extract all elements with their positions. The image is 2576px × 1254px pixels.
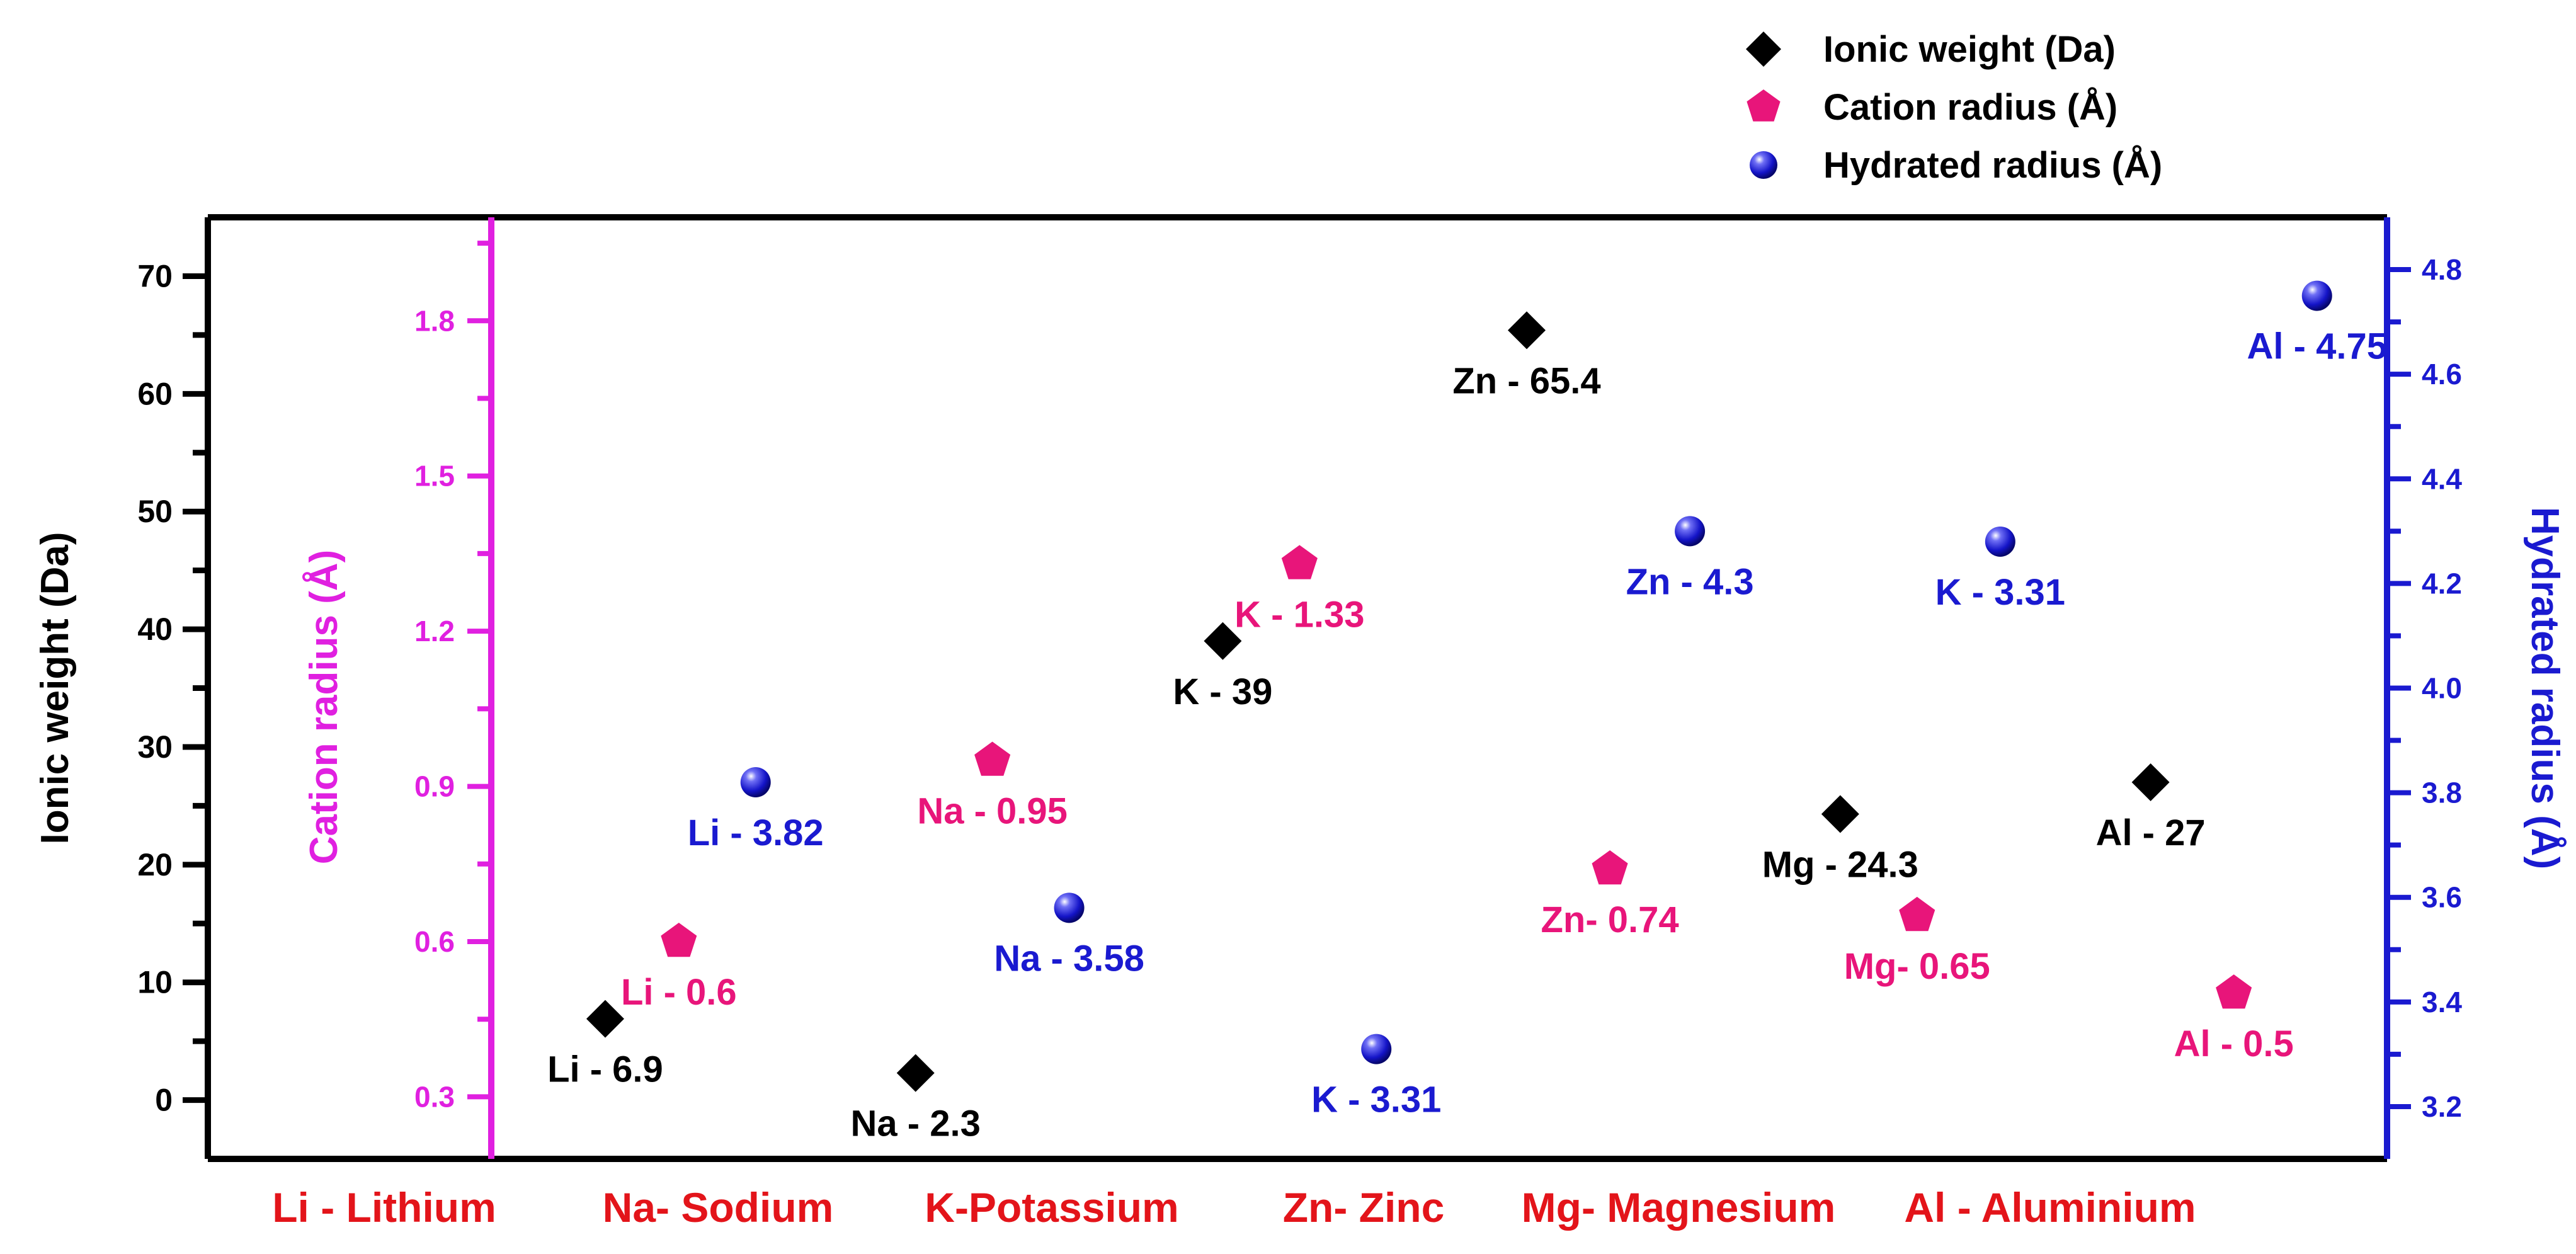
data-label: Zn - 65.4 [1452, 360, 1600, 401]
weight-point [586, 1000, 624, 1038]
series-cation: Li - 0.6 Na - 0.95 K - 1.33 Zn- 0.74 Mg- 0.6… [621, 545, 2294, 1064]
data-label: Al - 0.5 [2174, 1023, 2294, 1064]
cation-point [1899, 896, 1935, 932]
category-label: Mg- Magnesium [1522, 1184, 1836, 1231]
plot-frame [208, 214, 2387, 1162]
data-label: Zn- 0.74 [1541, 899, 1678, 940]
data-label: Al - 27 [2096, 812, 2206, 853]
data-label: K - 3.31 [1935, 572, 2065, 613]
weight-point [896, 1054, 935, 1092]
legend-pentagon-marker [1747, 89, 1781, 122]
right-tick-label: 4.6 [2422, 358, 2462, 390]
inner-tick-label: 1.2 [414, 615, 455, 647]
left-tick-label: 30 [137, 729, 173, 765]
inner-tick-label: 1.5 [414, 460, 455, 493]
inner-tick-label: 1.8 [414, 304, 455, 337]
weight-point [1821, 795, 1859, 833]
cation-point [974, 741, 1011, 776]
inner-tick-label: 0.3 [414, 1080, 455, 1113]
right-tick-label: 3.4 [2422, 986, 2462, 1018]
data-label: K - 3.31 [1311, 1080, 1441, 1120]
hydrated-point [1361, 1034, 1392, 1064]
right-axis-title: Hydrated radius (Å) [2523, 507, 2567, 869]
hydrated-point [2301, 280, 2332, 311]
axis-inner: 0.3 0.6 0.9 1.2 1.5 1.8 Cation radius (Å) [302, 217, 494, 1159]
category-label: Zn- Zinc [1283, 1184, 1445, 1231]
data-label: Li - 0.6 [621, 972, 737, 1013]
axis-left: 0 10 20 30 40 50 60 70 Ionic weight (Da) [33, 217, 211, 1159]
series-hydrated: Li - 3.82 Na - 3.58 K - 3.31 Zn - 4.3 K - 3.… [688, 280, 2387, 1120]
hydrated-point [1675, 516, 1706, 547]
axis-right: 3.2 3.4 3.6 3.8 4.0 4.2 4.4 4.6 4.8 Hydrated radi… [2384, 217, 2567, 1159]
hydrated-point [1054, 892, 1085, 923]
inner-tick-label: 0.9 [414, 770, 455, 803]
data-label: Na - 0.95 [917, 791, 1068, 832]
right-tick-label: 3.8 [2422, 777, 2462, 809]
left-tick-label: 60 [137, 376, 173, 411]
inner-tick-label: 0.6 [414, 925, 455, 958]
hydrated-point [740, 767, 771, 797]
right-tick-label: 3.2 [2422, 1090, 2462, 1123]
weight-point [1204, 622, 1242, 660]
category-label: K-Potassium [925, 1184, 1178, 1231]
right-tick-label: 4.8 [2422, 253, 2462, 286]
hydrated-point [1985, 526, 2015, 557]
left-tick-label: 50 [137, 494, 173, 529]
legend-label: Ionic weight (Da) [1823, 29, 2116, 70]
category-labels: Li - Lithium Na- Sodium K-Potassium Zn- Zin… [272, 1184, 2196, 1231]
series-layer: Li - 6.9 Na - 2.3 K - 39 Zn - 65.4 Mg - 24.3… [547, 280, 2387, 1144]
left-tick-label: 40 [137, 612, 173, 647]
category-label: Na- Sodium [603, 1184, 834, 1231]
right-tick-label: 4.0 [2422, 672, 2462, 705]
legend: Ionic weight (Da) Cation radius (Å) Hydrat… [1746, 29, 2162, 186]
data-label: Zn - 4.3 [1626, 561, 1754, 602]
data-label: K - 1.33 [1234, 594, 1364, 635]
legend-label: Hydrated radius (Å) [1823, 145, 2162, 186]
legend-diamond-marker [1746, 31, 1781, 67]
cation-point [1281, 545, 1318, 579]
data-label: Li - 3.82 [688, 812, 824, 853]
data-label: Na - 2.3 [851, 1103, 981, 1144]
data-label: K - 39 [1173, 671, 1272, 712]
data-label: Al - 4.75 [2247, 326, 2387, 367]
weight-point [1508, 311, 1546, 350]
category-label: Al - Aluminium [1904, 1184, 2196, 1231]
legend-sphere-marker [1750, 151, 1777, 179]
left-tick-label: 20 [137, 847, 173, 882]
right-tick-label: 4.2 [2422, 567, 2462, 600]
left-tick-label: 70 [137, 258, 173, 294]
legend-label: Cation radius (Å) [1823, 87, 2117, 128]
right-tick-label: 4.4 [2422, 462, 2462, 495]
data-label: Li - 6.9 [547, 1049, 663, 1090]
cation-point [661, 923, 697, 957]
right-tick-label: 3.6 [2422, 881, 2462, 914]
inner-axis-title: Cation radius (Å) [302, 550, 346, 864]
data-label: Mg- 0.65 [1844, 946, 1990, 987]
category-label: Li - Lithium [272, 1184, 496, 1231]
weight-point [2131, 763, 2170, 801]
cation-point [1592, 850, 1628, 885]
series-weight: Li - 6.9 Na - 2.3 K - 39 Zn - 65.4 Mg - 24.3… [547, 311, 2206, 1144]
left-axis-title: Ionic weight (Da) [33, 532, 77, 845]
left-tick-label: 10 [137, 965, 173, 1000]
data-label: Mg - 24.3 [1762, 844, 1918, 885]
left-tick-label: 0 [155, 1083, 173, 1118]
data-label: Na - 3.58 [994, 938, 1144, 979]
cation-point [2216, 974, 2252, 1009]
